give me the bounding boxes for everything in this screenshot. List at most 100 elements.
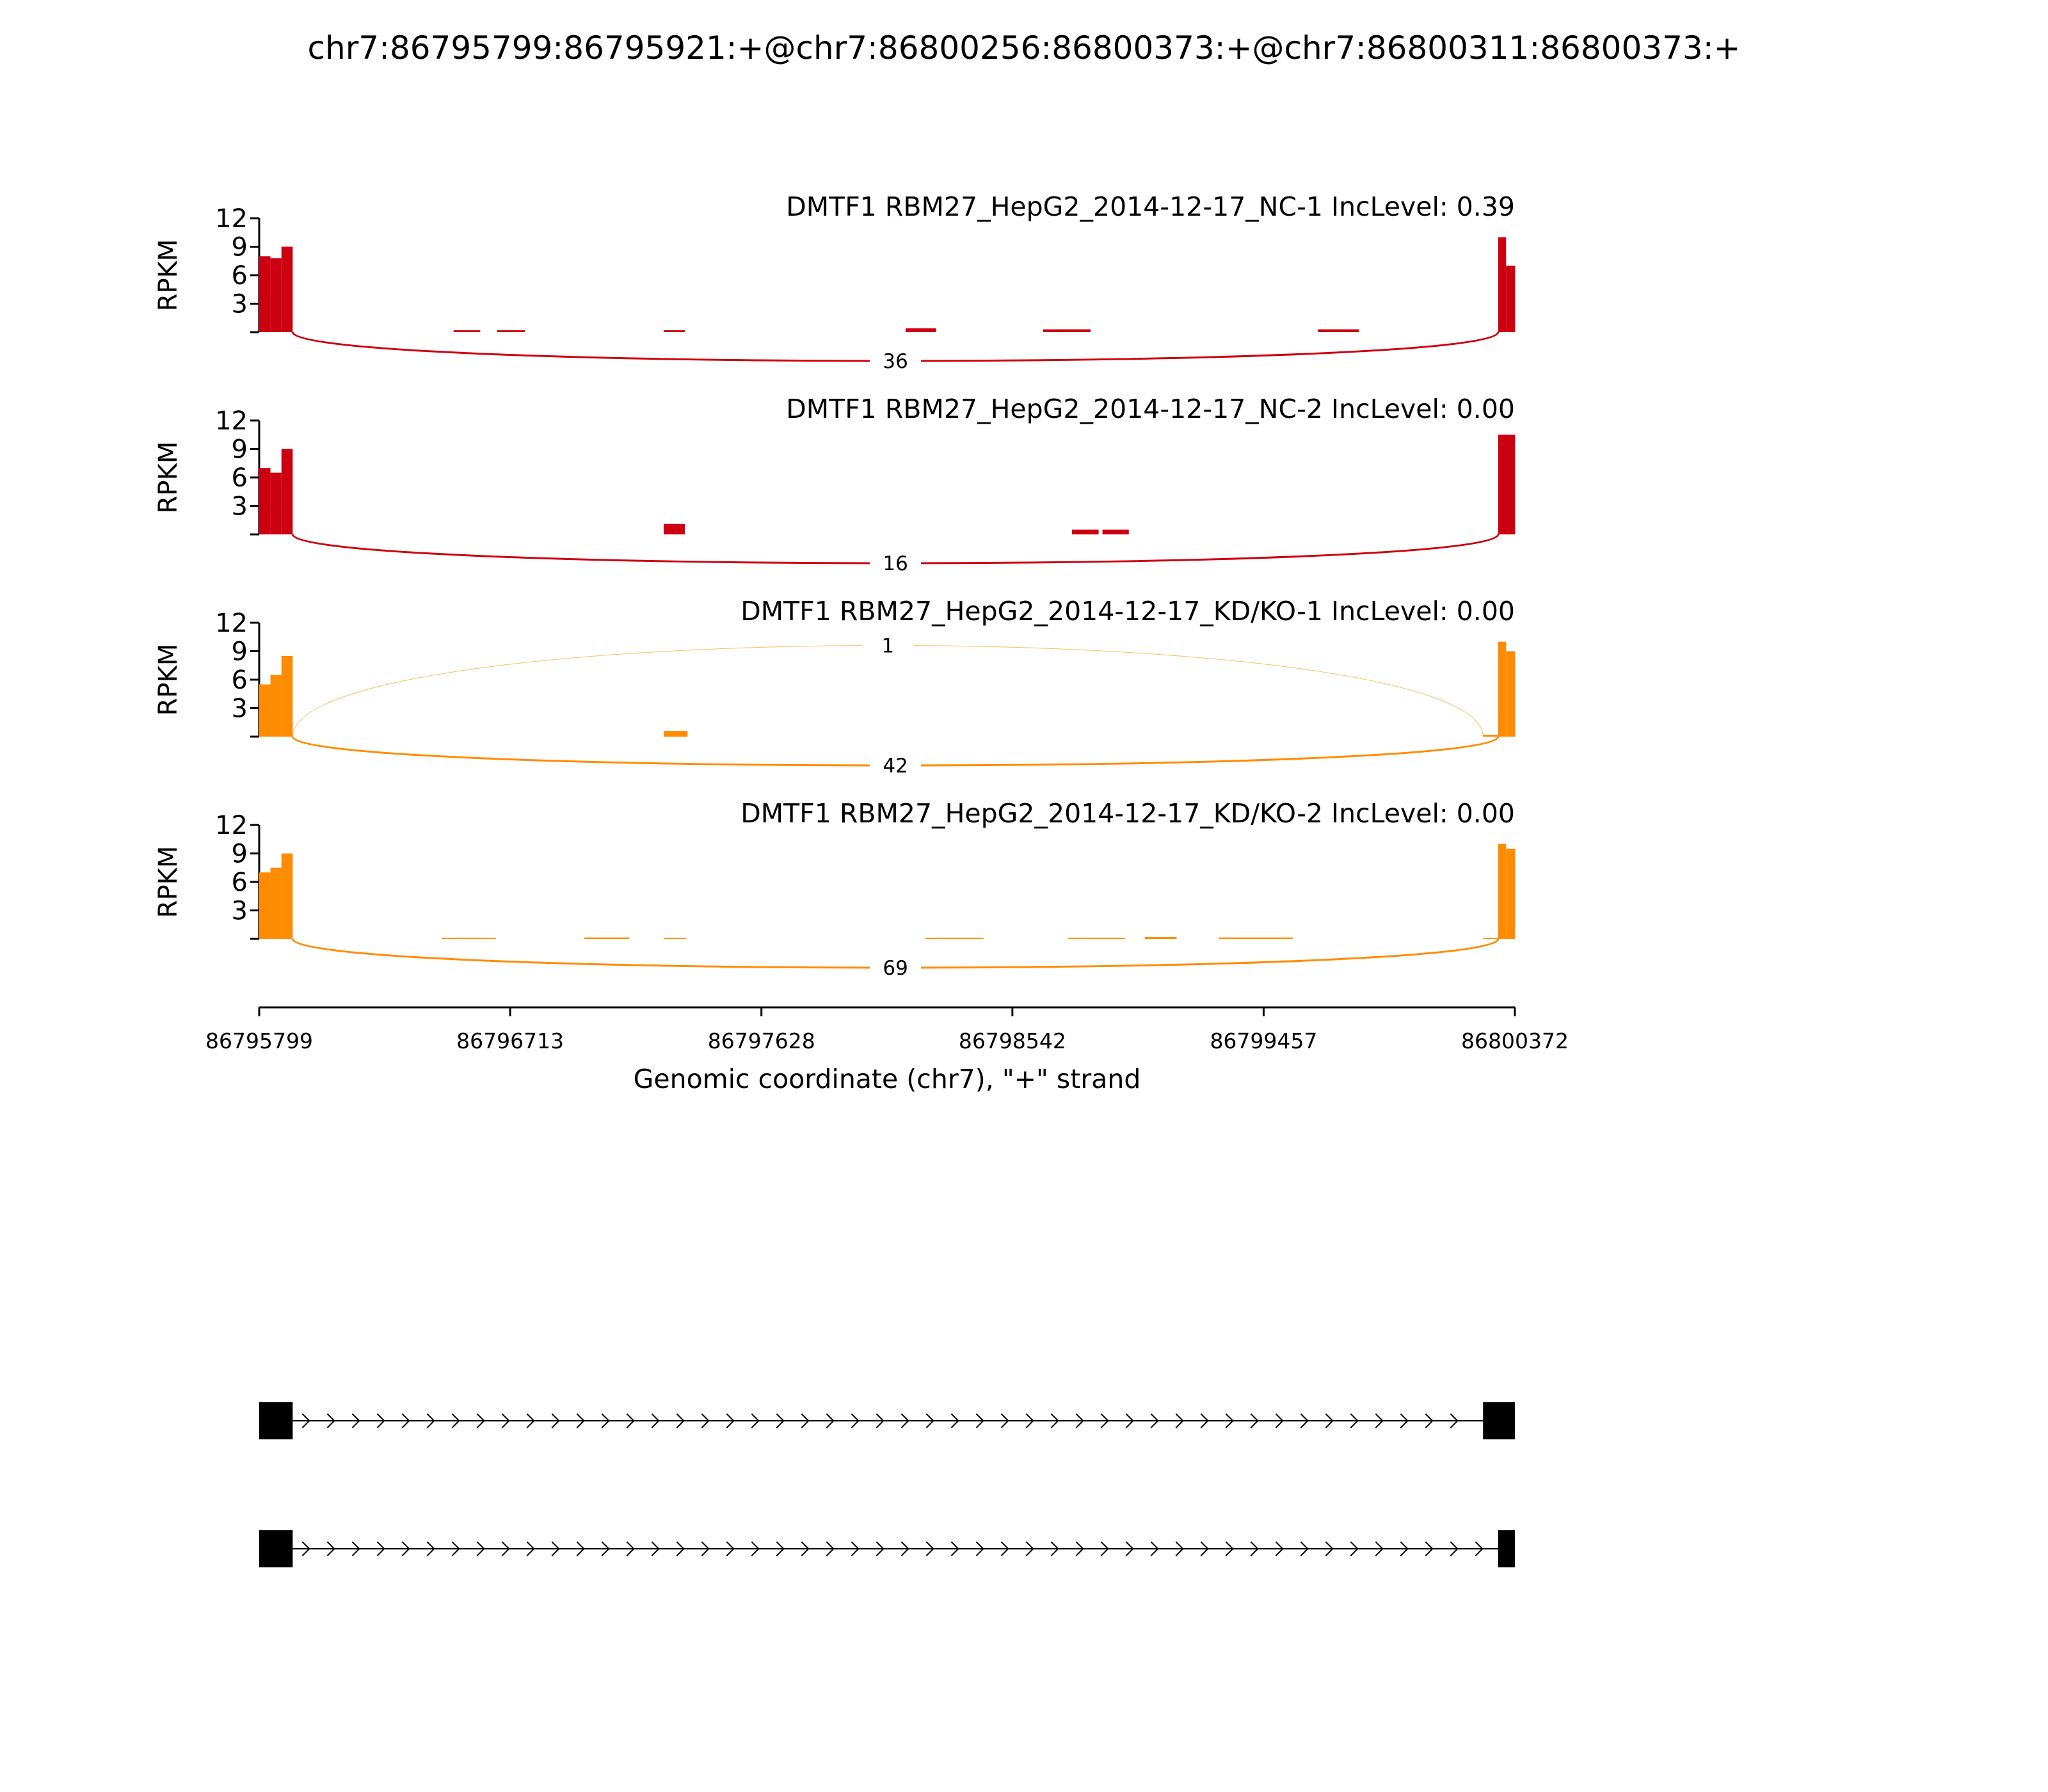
strand-arrow xyxy=(1075,1413,1084,1428)
strand-arrow xyxy=(1275,1541,1284,1556)
strand-arrow xyxy=(376,1541,385,1556)
junction-count: 1 xyxy=(881,635,894,658)
strand-arrow xyxy=(1375,1541,1384,1556)
coverage-bar xyxy=(1219,937,1293,939)
x-tick-label: 86795799 xyxy=(205,1028,313,1053)
exon xyxy=(1498,1530,1515,1567)
junction-label-bg xyxy=(870,955,922,980)
strand-arrow xyxy=(726,1413,735,1428)
y-tick-label: 12 xyxy=(215,609,248,638)
strand-arrow xyxy=(401,1413,410,1428)
strand-arrow xyxy=(776,1413,785,1428)
strand-arrow xyxy=(1000,1541,1009,1556)
exon xyxy=(259,1402,293,1439)
coverage-bar xyxy=(1506,266,1516,332)
strand-arrow xyxy=(1325,1541,1334,1556)
y-tick-label: 3 xyxy=(232,290,248,319)
strand-arrow xyxy=(1150,1413,1159,1428)
strand-arrow xyxy=(1300,1541,1309,1556)
strand-arrow xyxy=(476,1413,485,1428)
coverage-bar xyxy=(663,330,685,332)
exon xyxy=(259,1530,293,1567)
coverage-bar xyxy=(925,938,984,939)
strand-arrow xyxy=(1000,1413,1009,1428)
strand-arrow xyxy=(1425,1541,1434,1556)
strand-arrow xyxy=(426,1413,435,1428)
strand-arrow xyxy=(851,1413,860,1428)
strand-arrow xyxy=(1025,1541,1034,1556)
strand-arrow xyxy=(1275,1413,1284,1428)
strand-arrow xyxy=(1175,1541,1184,1556)
junction-label-bg xyxy=(870,753,922,778)
coverage-bar xyxy=(270,867,282,939)
strand-arrow xyxy=(1050,1413,1059,1428)
strand-arrow xyxy=(351,1413,360,1428)
y-tick-label: 6 xyxy=(232,868,248,897)
strand-arrow xyxy=(626,1413,635,1428)
strand-arrow xyxy=(401,1541,410,1556)
strand-arrow xyxy=(950,1413,959,1428)
panel-label: DMTF1 RBM27_HepG2_2014-12-17_KD/KO-1 Inc… xyxy=(740,596,1515,627)
strand-arrow xyxy=(1400,1413,1409,1428)
strand-arrow xyxy=(1125,1413,1134,1428)
coverage-bar xyxy=(259,684,271,737)
strand-arrow xyxy=(576,1413,585,1428)
strand-arrow xyxy=(651,1413,660,1428)
y-tick-label: 3 xyxy=(232,897,248,926)
strand-arrow xyxy=(826,1541,835,1556)
strand-arrow xyxy=(426,1541,435,1556)
y-tick-label: 3 xyxy=(232,694,248,724)
x-tick-label: 86797628 xyxy=(708,1028,815,1053)
y-axis-label: RPKM xyxy=(154,239,183,312)
strand-arrow xyxy=(351,1541,360,1556)
coverage-bar xyxy=(1483,735,1498,737)
strand-arrow xyxy=(1350,1413,1359,1428)
strand-arrow xyxy=(1475,1541,1484,1556)
strand-arrow xyxy=(900,1413,909,1428)
coverage-bar xyxy=(663,731,688,737)
coverage-bar xyxy=(1068,938,1125,939)
strand-arrow xyxy=(476,1541,485,1556)
x-axis-label: Genomic coordinate (chr7), "+" strand xyxy=(634,1064,1141,1094)
strand-arrow xyxy=(1375,1413,1384,1428)
coverage-bar xyxy=(1144,937,1177,939)
strand-arrow xyxy=(851,1541,860,1556)
x-tick-label: 86798542 xyxy=(959,1028,1066,1053)
panel-label: DMTF1 RBM27_HepG2_2014-12-17_NC-1 IncLev… xyxy=(786,191,1515,222)
junction-count: 69 xyxy=(883,957,908,980)
y-tick-label: 9 xyxy=(232,637,248,667)
coverage-bar xyxy=(281,246,293,332)
y-axis-label: RPKM xyxy=(154,442,183,514)
strand-arrow xyxy=(801,1413,810,1428)
strand-arrow xyxy=(301,1541,310,1556)
strand-arrow xyxy=(326,1413,335,1428)
strand-arrow xyxy=(1250,1541,1259,1556)
strand-arrow xyxy=(601,1541,610,1556)
strand-arrow xyxy=(526,1541,535,1556)
x-tick-label: 86800372 xyxy=(1461,1028,1569,1053)
strand-arrow xyxy=(1175,1413,1184,1428)
strand-arrow xyxy=(1075,1541,1084,1556)
strand-arrow xyxy=(501,1541,510,1556)
y-tick-label: 6 xyxy=(232,666,248,695)
junction-label-bg xyxy=(862,632,914,659)
strand-arrow xyxy=(676,1413,685,1428)
coverage-bar xyxy=(281,449,293,534)
x-tick-label: 86799457 xyxy=(1210,1028,1317,1053)
strand-arrow xyxy=(925,1541,934,1556)
strand-arrow xyxy=(1350,1541,1359,1556)
strand-arrow xyxy=(376,1413,385,1428)
panel-label: DMTF1 RBM27_HepG2_2014-12-17_KD/KO-2 Inc… xyxy=(740,798,1515,829)
y-tick-label: 6 xyxy=(232,463,248,493)
strand-arrow xyxy=(925,1413,934,1428)
exon xyxy=(1483,1402,1515,1439)
strand-arrow xyxy=(651,1541,660,1556)
strand-arrow xyxy=(1100,1413,1109,1428)
strand-arrow xyxy=(975,1541,984,1556)
coverage-bar xyxy=(270,258,282,332)
coverage-bar xyxy=(663,524,685,534)
coverage-bar xyxy=(1498,435,1516,534)
strand-arrow xyxy=(1225,1541,1234,1556)
strand-arrow xyxy=(1100,1541,1109,1556)
coverage-bar xyxy=(1318,329,1359,332)
